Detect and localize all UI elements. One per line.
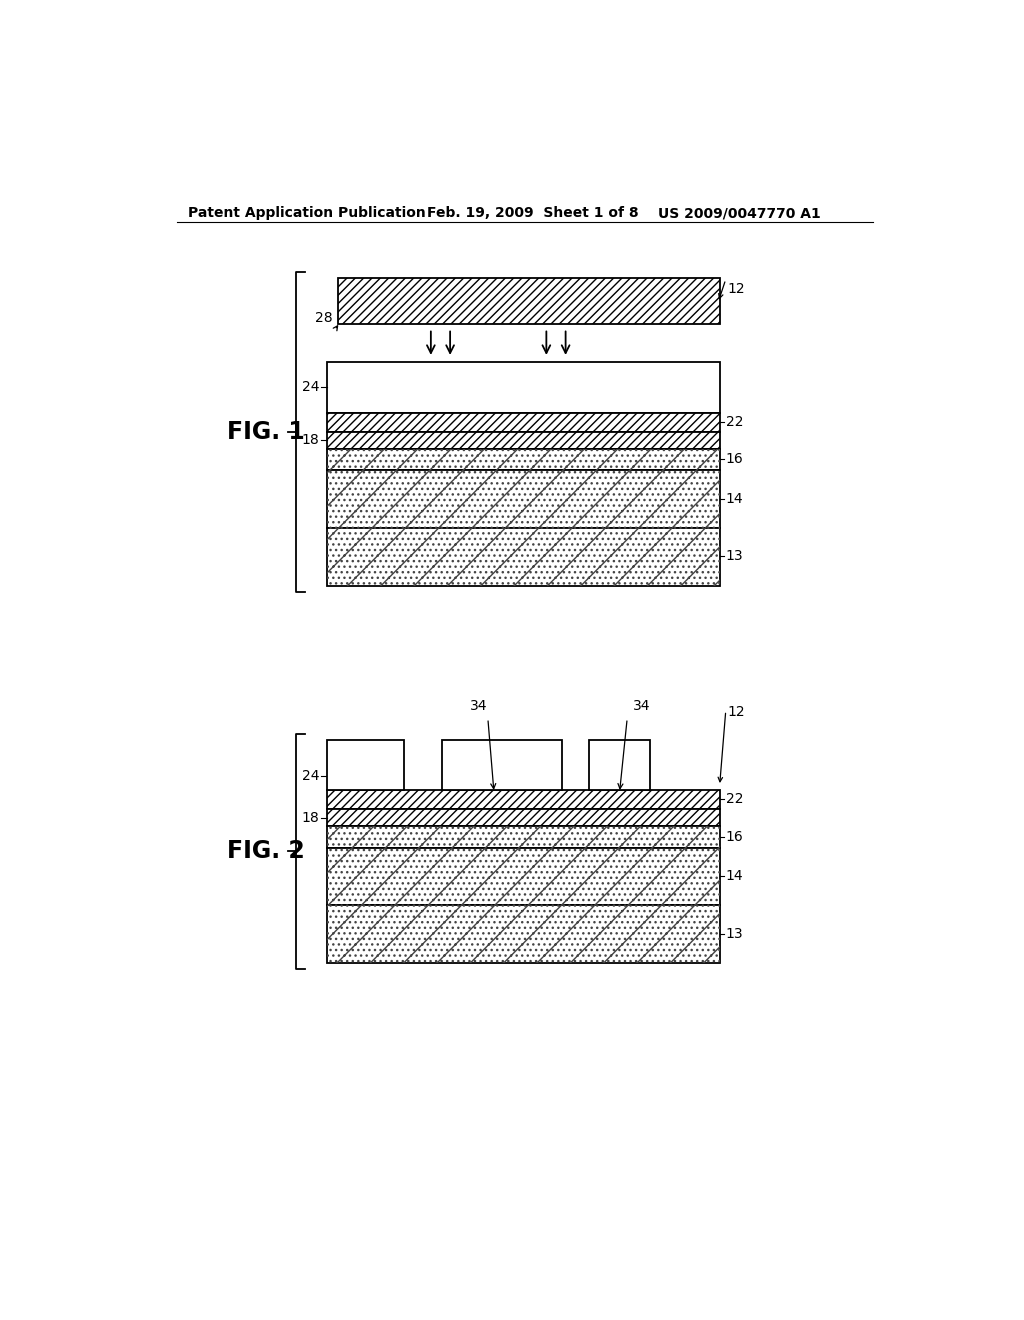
Bar bbox=[327, 412, 720, 432]
Bar bbox=[327, 470, 720, 528]
Text: 24: 24 bbox=[302, 380, 319, 395]
Text: FIG. 1: FIG. 1 bbox=[226, 420, 304, 444]
Text: 34: 34 bbox=[470, 698, 487, 713]
Text: 34: 34 bbox=[634, 698, 651, 713]
Text: 22: 22 bbox=[726, 792, 743, 807]
Bar bbox=[327, 847, 720, 906]
Bar bbox=[327, 826, 720, 847]
Text: FIG. 2: FIG. 2 bbox=[226, 840, 304, 863]
Bar bbox=[327, 809, 720, 826]
Text: US 2009/0047770 A1: US 2009/0047770 A1 bbox=[658, 206, 821, 220]
Bar bbox=[589, 739, 650, 789]
Text: 12: 12 bbox=[727, 282, 744, 297]
Bar bbox=[327, 412, 720, 432]
Text: 24: 24 bbox=[302, 770, 319, 783]
Bar bbox=[327, 449, 720, 470]
Text: 18: 18 bbox=[301, 433, 319, 447]
Text: 16: 16 bbox=[726, 453, 743, 466]
Bar bbox=[327, 847, 720, 906]
Bar bbox=[327, 739, 403, 789]
Text: 14: 14 bbox=[726, 492, 743, 506]
Text: 22: 22 bbox=[726, 414, 743, 429]
Text: 13: 13 bbox=[726, 549, 743, 564]
Text: 18: 18 bbox=[301, 810, 319, 825]
Bar bbox=[339, 277, 720, 323]
Text: Feb. 19, 2009  Sheet 1 of 8: Feb. 19, 2009 Sheet 1 of 8 bbox=[427, 206, 639, 220]
Text: 16: 16 bbox=[726, 830, 743, 843]
Bar bbox=[327, 432, 720, 449]
Bar bbox=[327, 528, 720, 586]
Bar bbox=[327, 363, 720, 412]
Text: 13: 13 bbox=[726, 927, 743, 941]
Bar bbox=[327, 470, 720, 528]
Text: Patent Application Publication: Patent Application Publication bbox=[188, 206, 426, 220]
Bar bbox=[327, 789, 720, 809]
Bar bbox=[327, 906, 720, 964]
Bar bbox=[327, 826, 720, 847]
Bar bbox=[327, 528, 720, 586]
Text: 28: 28 bbox=[314, 312, 333, 326]
Bar bbox=[327, 789, 720, 809]
Bar bbox=[339, 277, 720, 323]
Text: 12: 12 bbox=[727, 705, 744, 719]
Text: 14: 14 bbox=[726, 869, 743, 883]
Bar bbox=[327, 906, 720, 964]
Bar bbox=[327, 432, 720, 449]
Bar bbox=[327, 809, 720, 826]
Bar bbox=[442, 739, 562, 789]
Bar bbox=[327, 449, 720, 470]
